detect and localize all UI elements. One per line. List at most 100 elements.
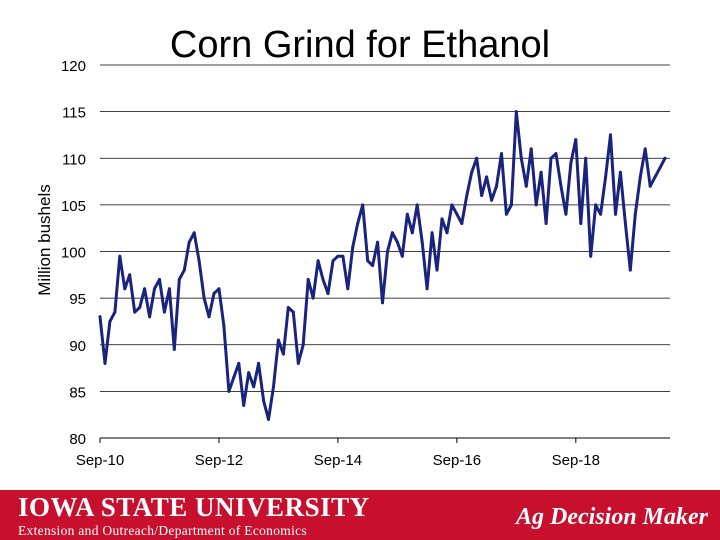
data-point — [500, 152, 503, 156]
data-point — [415, 203, 419, 207]
data-point — [623, 222, 627, 225]
data-point — [584, 156, 588, 160]
data-point — [311, 296, 315, 300]
y-tick-label: 110 — [62, 151, 86, 168]
data-point — [663, 156, 667, 160]
data-point — [386, 250, 389, 253]
data-point — [455, 212, 459, 216]
data-point — [262, 399, 266, 403]
data-point — [103, 361, 107, 365]
data-point — [435, 268, 439, 272]
data-point — [252, 385, 256, 389]
x-tick-label: Sep-18 — [552, 452, 600, 469]
y-tick-label: 120 — [61, 58, 86, 75]
data-point — [599, 212, 603, 216]
data-point — [658, 166, 662, 170]
data-point — [113, 310, 117, 314]
data-point — [192, 231, 196, 235]
data-point — [336, 254, 340, 258]
line-chart: 80 85 90 95 100 105 110 115 120 Sep-10 Sep-12 Sep-1… — [61, 58, 670, 469]
data-point — [519, 156, 523, 160]
y-tick-label: 100 — [61, 245, 86, 262]
data-point — [559, 184, 563, 188]
data-point — [490, 198, 494, 202]
data-point — [177, 278, 181, 281]
data-point — [366, 259, 370, 263]
data-point — [410, 231, 414, 235]
data-point — [237, 361, 241, 365]
data-point — [232, 375, 236, 379]
data-point — [633, 212, 637, 216]
data-point — [301, 343, 305, 347]
data-point — [202, 296, 206, 300]
data-point — [118, 254, 122, 258]
data-point — [361, 203, 365, 207]
x-tick-label: Sep-10 — [76, 452, 124, 469]
x-tick-label: Sep-16 — [433, 452, 481, 469]
data-point — [450, 203, 454, 207]
department-text: Extension and Outreach/Department of Eco… — [18, 523, 307, 538]
data-point — [128, 273, 132, 277]
data-point — [296, 361, 300, 365]
data-point — [504, 212, 508, 216]
data-point — [440, 217, 444, 221]
data-point — [564, 212, 568, 216]
data-point — [331, 259, 335, 263]
university-wordmark: IOWA STATE UNIVERSITY — [18, 492, 370, 522]
data-point — [460, 222, 464, 225]
data-point — [480, 194, 484, 197]
data-point — [485, 175, 489, 179]
data-point — [400, 254, 404, 258]
data-point — [653, 175, 657, 179]
data-point — [148, 315, 152, 319]
data-point — [648, 184, 652, 188]
data-point — [594, 203, 598, 207]
brand-wordmark: Ag Decision Maker — [516, 504, 708, 530]
data-point — [316, 259, 320, 263]
data-point — [514, 110, 518, 114]
data-point — [539, 170, 543, 174]
data-point — [529, 147, 533, 151]
data-point — [276, 338, 280, 342]
data-point — [267, 417, 270, 421]
data-point — [281, 352, 285, 356]
y-tick-label: 85 — [69, 384, 86, 401]
data-point — [430, 231, 434, 235]
y-tick-label: 115 — [62, 105, 86, 122]
data-point — [212, 292, 216, 295]
data-point — [589, 254, 593, 258]
footer-bar: IOWA STATE UNIVERSITY Extension and Outr… — [0, 490, 720, 540]
data-point — [356, 222, 360, 225]
data-point — [197, 259, 201, 263]
y-tick-label: 90 — [69, 338, 86, 355]
data-point — [395, 240, 399, 244]
data-point — [351, 245, 355, 249]
data-point — [321, 278, 325, 281]
chart-title: Corn Grind for Ethanol — [169, 24, 551, 66]
data-point — [222, 324, 226, 328]
data-point — [475, 156, 479, 160]
data-point — [425, 287, 429, 291]
data-point — [207, 315, 211, 319]
data-point — [495, 184, 498, 188]
data-point — [143, 287, 147, 291]
data-point — [614, 212, 617, 216]
data-point — [579, 222, 583, 225]
data-point — [187, 240, 191, 244]
data-point — [306, 278, 310, 281]
data-point — [643, 147, 647, 151]
data-point — [420, 240, 424, 244]
data-point — [98, 315, 102, 319]
data-point — [390, 231, 394, 235]
data-point — [162, 310, 166, 314]
data-point — [286, 306, 290, 309]
data-point — [574, 138, 578, 142]
data-point — [470, 170, 474, 174]
data-point — [534, 203, 538, 207]
data-point — [158, 278, 161, 281]
data-point — [242, 403, 246, 407]
data-point — [371, 264, 375, 267]
data-point — [628, 268, 632, 272]
data-point — [544, 222, 548, 225]
data-point — [604, 175, 608, 179]
